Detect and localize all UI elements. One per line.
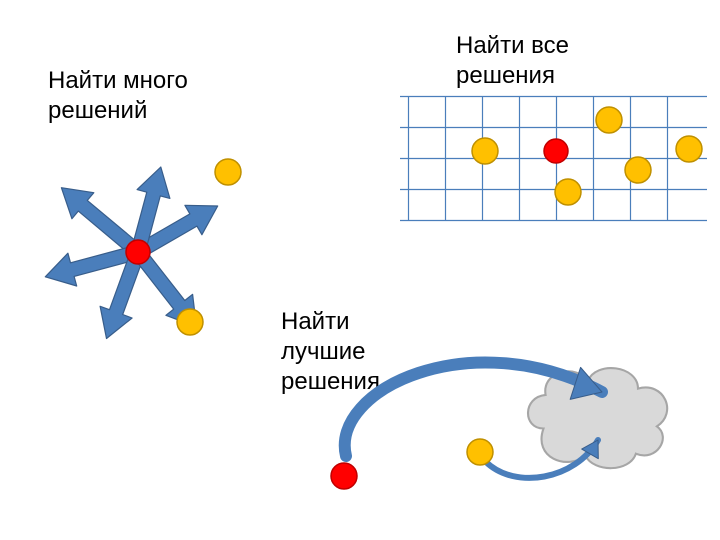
label-find-many: Найти много решений (48, 66, 188, 126)
label-find-all: Найти все решения (456, 31, 569, 91)
diagram-find-best (300, 330, 700, 530)
diagram-find-many (20, 130, 280, 360)
stage: Найти много решений Найти все решения На… (0, 0, 720, 540)
diagram-find-all (408, 96, 708, 226)
